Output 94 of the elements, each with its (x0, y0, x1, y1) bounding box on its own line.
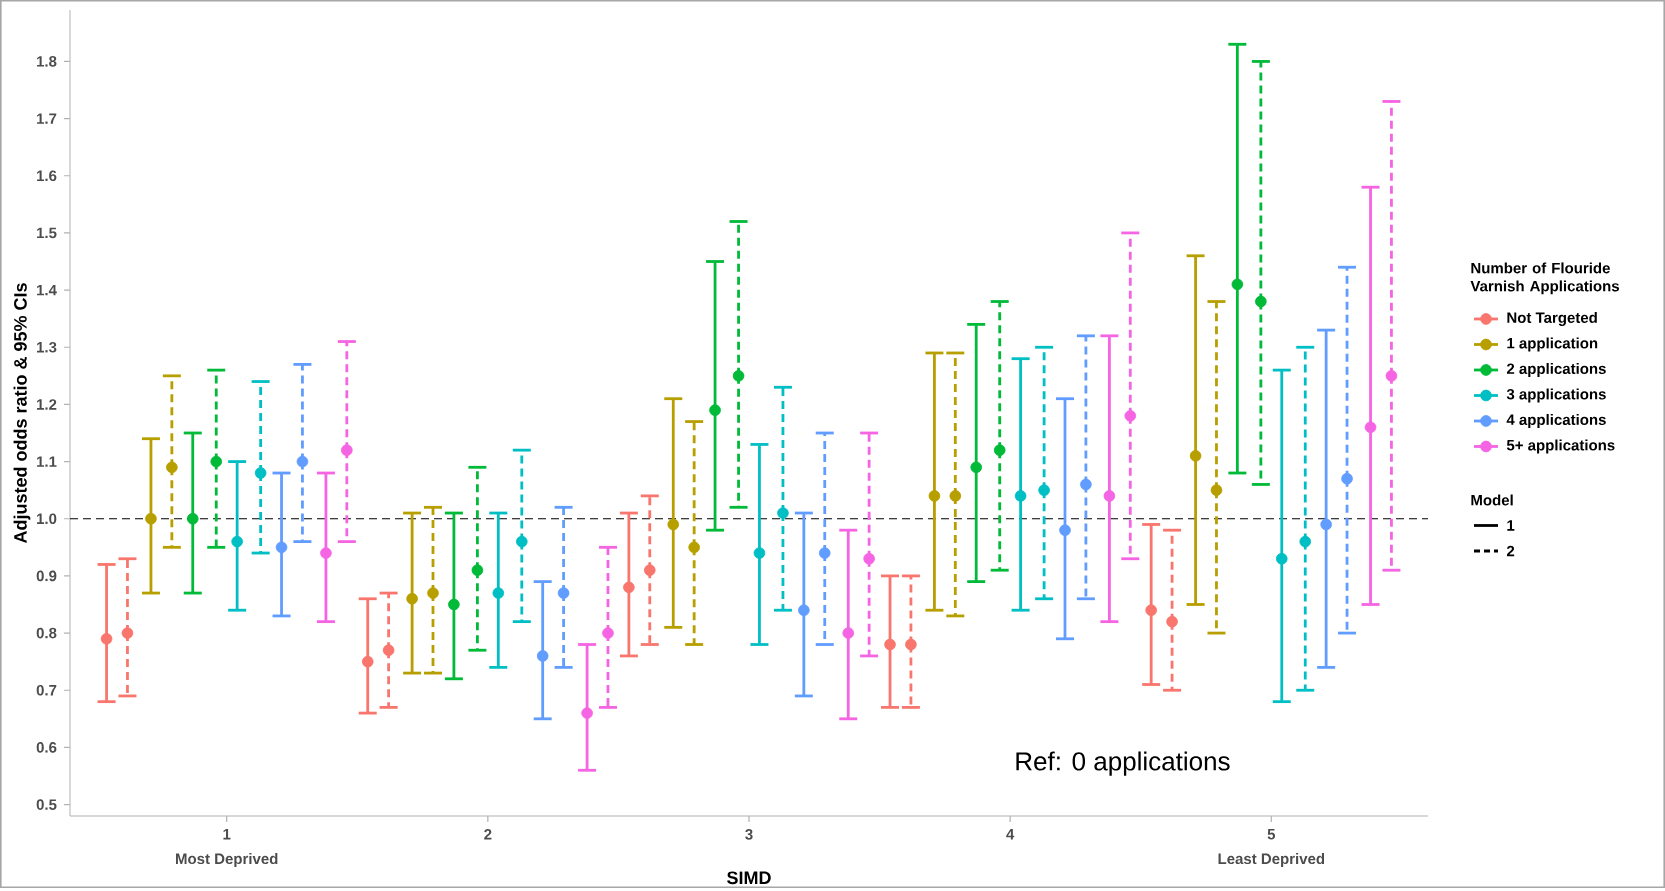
x-tick-label: 4 (1006, 829, 1015, 840)
legend-title: Number of Flouride Varnish Applications (1470, 262, 1619, 295)
point (448, 598, 460, 611)
text: 2 (1506, 545, 1515, 557)
point (1145, 604, 1157, 617)
point (341, 444, 353, 457)
point (842, 627, 855, 639)
point (1320, 518, 1332, 531)
y-tick-label: 0.9 (36, 570, 57, 582)
point (1189, 450, 1202, 462)
point (905, 638, 917, 651)
point (732, 370, 745, 382)
point (949, 490, 962, 502)
point (623, 581, 635, 594)
point (361, 655, 374, 668)
point (1231, 278, 1244, 291)
point (818, 547, 831, 559)
point (1385, 370, 1398, 382)
point (1103, 490, 1116, 502)
point (1038, 484, 1050, 497)
annotation: Ref: 0 applications (1016, 751, 1230, 776)
point (231, 535, 243, 548)
point (296, 455, 309, 468)
point (1341, 473, 1353, 485)
x-tick-label: 3 (745, 829, 753, 840)
y-tick-label: 0.8 (36, 627, 57, 639)
point (557, 587, 570, 599)
point (382, 644, 395, 657)
x-tick-label: 2 (484, 829, 492, 840)
point (667, 518, 680, 531)
point (643, 564, 656, 577)
point (492, 587, 505, 599)
point (166, 461, 178, 474)
point (581, 707, 593, 719)
point (100, 633, 113, 645)
point (254, 467, 267, 479)
point (1166, 615, 1178, 628)
y-tick-label: 1.1 (37, 456, 57, 467)
point (186, 513, 199, 525)
point (688, 541, 700, 554)
y-tick-label: 0.7 (36, 685, 57, 696)
point (275, 541, 288, 554)
point (993, 444, 1006, 457)
legend-label: 3 applications (1506, 388, 1606, 403)
text: Most Deprived (176, 853, 278, 868)
point (1275, 553, 1288, 565)
y-tick-label: 1.7 (37, 113, 57, 124)
point (1364, 421, 1377, 434)
y-tick-label: 1.3 (37, 342, 57, 353)
legend-label: Not Targeted (1507, 312, 1597, 327)
point (1080, 478, 1092, 491)
legend-label: 4 applications (1506, 414, 1606, 429)
point (1299, 535, 1312, 548)
y-tick-label: 1.0 (37, 513, 57, 525)
point (536, 650, 549, 662)
point (863, 553, 875, 565)
legend-label: 5+ applications (1506, 439, 1615, 454)
point (928, 490, 941, 502)
legend-label: 2 applications (1506, 363, 1606, 378)
point (1255, 295, 1267, 308)
point (602, 627, 614, 639)
x-tick-label: 5 (1267, 829, 1276, 840)
y-tick-label: 1.2 (37, 399, 57, 410)
point (121, 627, 134, 639)
point (145, 513, 157, 525)
legend-label: 1 application (1507, 337, 1598, 352)
point (798, 604, 810, 617)
y-tick-label: 0.5 (36, 799, 57, 810)
y-tick-label: 0.6 (36, 742, 57, 753)
point (1210, 484, 1223, 497)
point (777, 507, 789, 519)
point (709, 404, 721, 417)
text: Model (1471, 494, 1513, 506)
x-axis-title: SIMD (727, 871, 771, 885)
point (970, 461, 982, 474)
y-tick-label: 1.8 (37, 56, 57, 67)
point (1059, 524, 1071, 537)
y-axis-title: Adjusted odds ratio & 95% CIs (13, 283, 31, 544)
point (1124, 410, 1137, 422)
point (516, 535, 528, 548)
y-tick-label: 1.5 (37, 227, 57, 239)
y-tick-label: 1.4 (37, 285, 57, 296)
text: Least Deprived (1218, 853, 1325, 868)
point (320, 547, 332, 559)
x-tick-label: 1 (223, 829, 231, 840)
point (753, 547, 766, 559)
point (1014, 490, 1027, 502)
y-tick-label: 1.6 (37, 170, 57, 182)
point (406, 593, 418, 605)
text: 1 (1507, 520, 1515, 531)
point (471, 564, 484, 577)
point (884, 638, 896, 651)
point (210, 455, 223, 468)
point (427, 587, 439, 599)
